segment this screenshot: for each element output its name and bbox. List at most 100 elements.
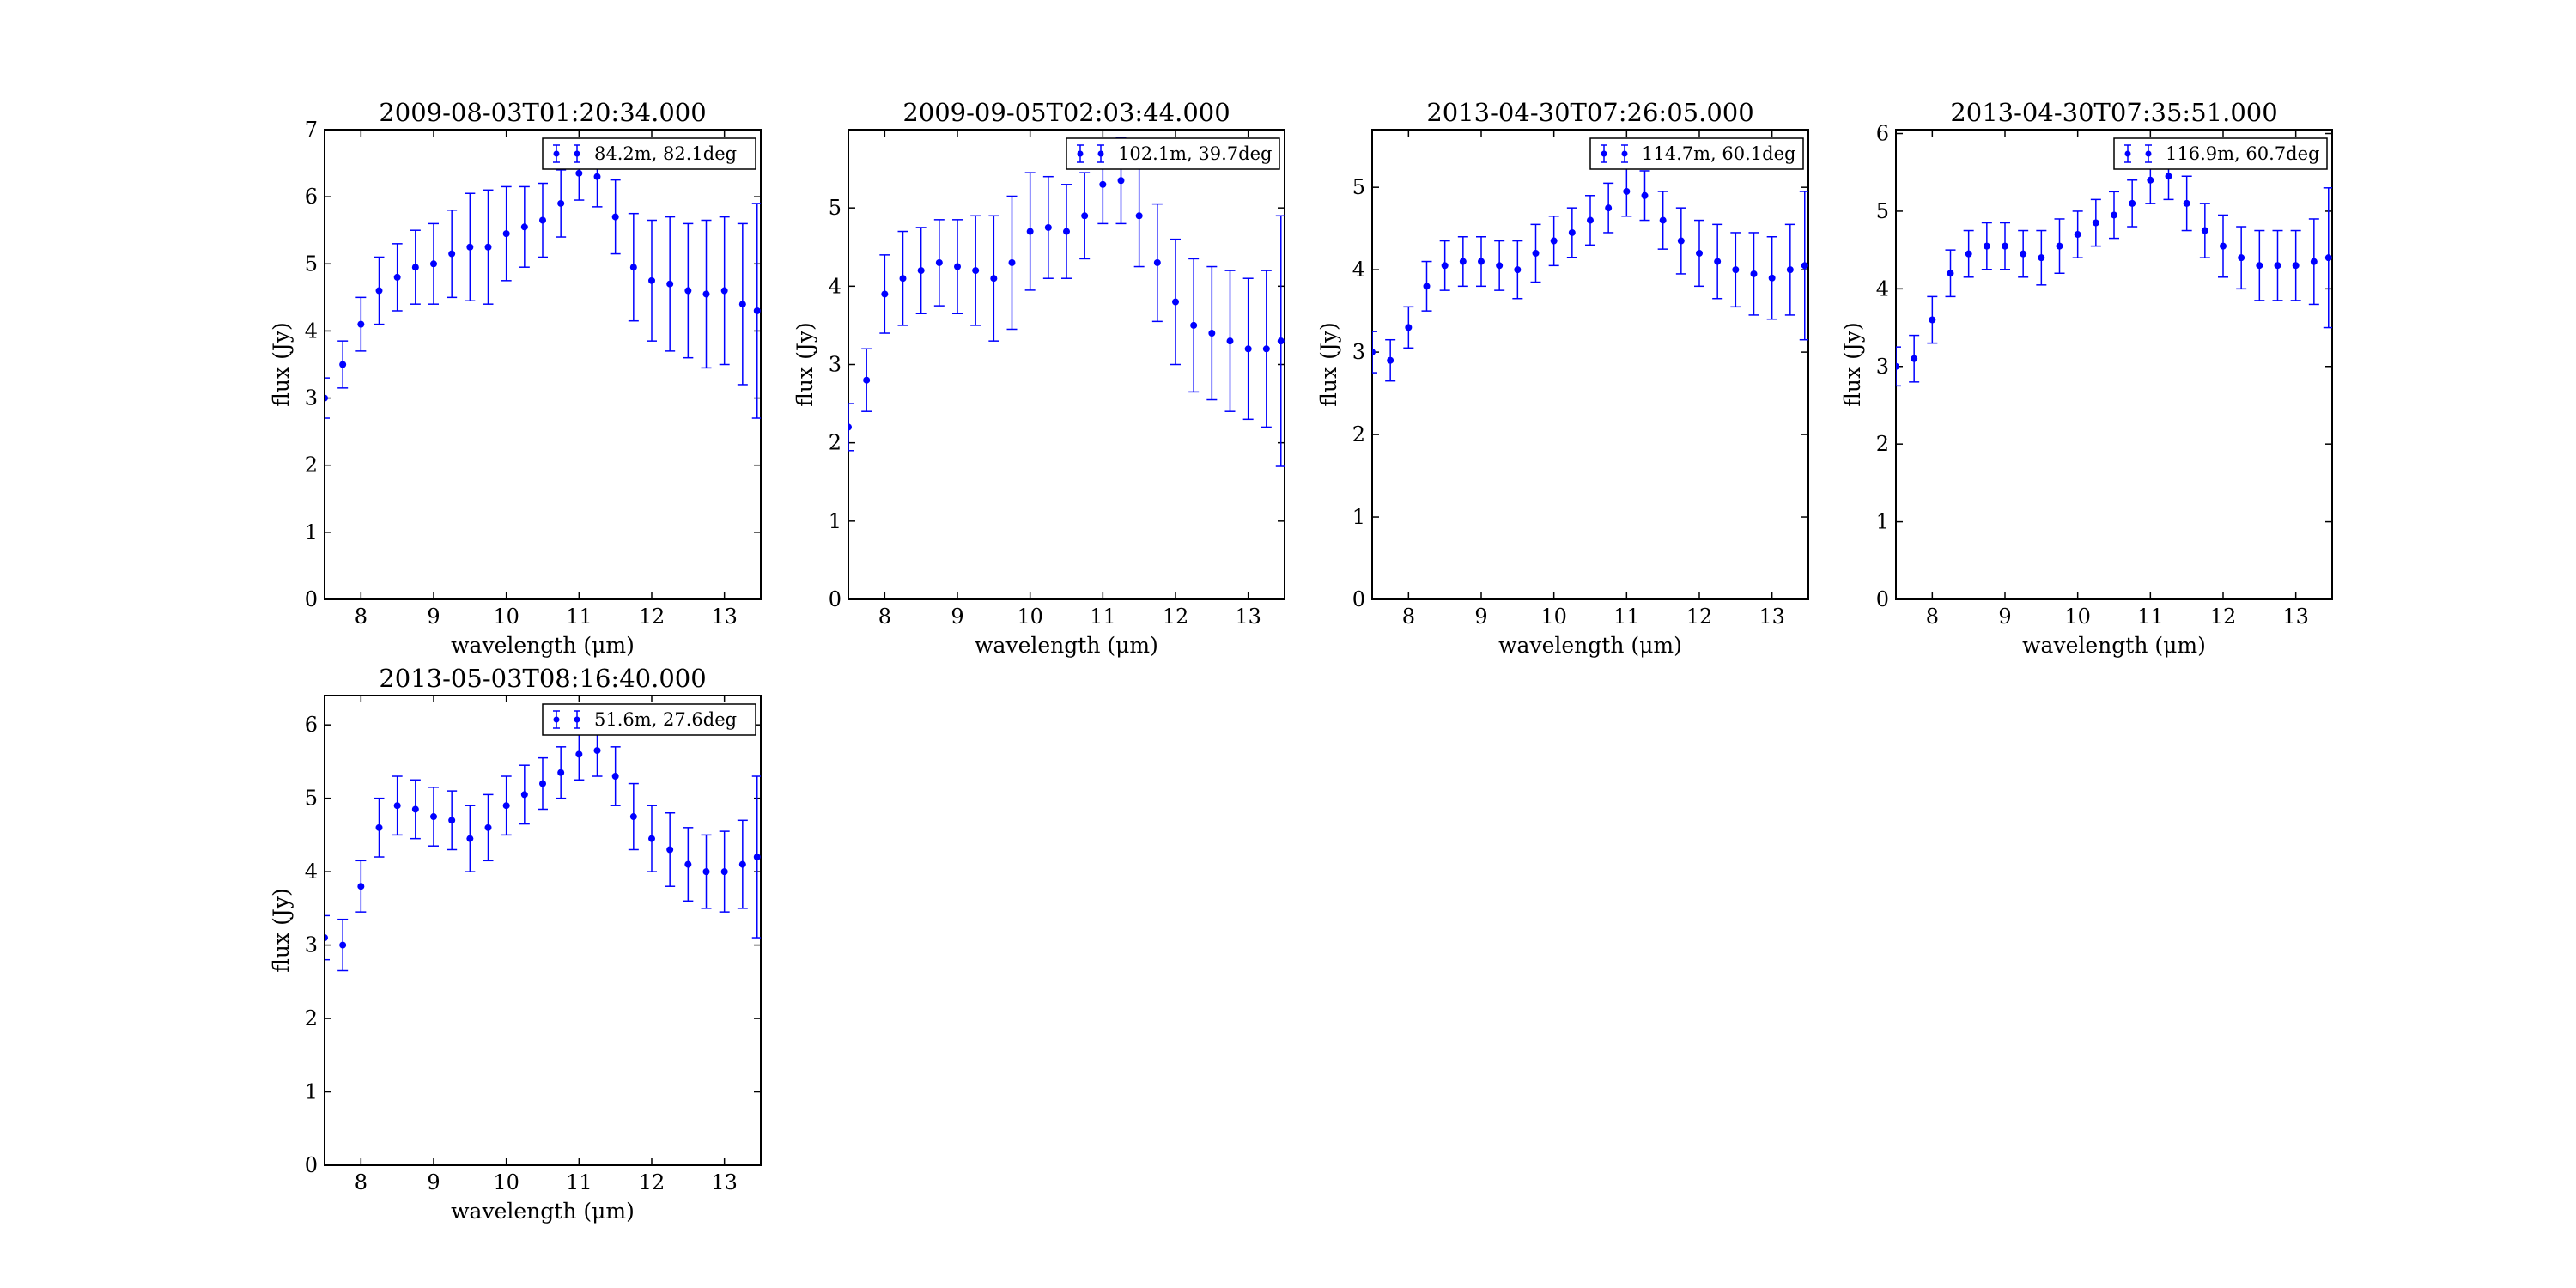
chart-2-xtick-label: 12: [1686, 605, 1713, 629]
chart-2-point: [1372, 349, 1376, 356]
chart-2-title: 2013-04-30T07:26:05.000: [1426, 98, 1753, 127]
chart-3-xlabel: wavelength (μm): [2022, 633, 2206, 658]
chart-0-xtick-label: 11: [566, 605, 592, 629]
chart-4-point: [448, 817, 456, 824]
chart-1-ytick-label: 4: [829, 274, 841, 298]
chart-0-point: [430, 260, 437, 268]
chart-3-point: [2238, 254, 2245, 262]
chart-1-xtick-label: 12: [1163, 605, 1189, 629]
chart-0-point: [629, 264, 637, 271]
chart-3-ytick-label: 2: [1876, 432, 1889, 456]
chart-4-ytick-label: 4: [305, 860, 318, 884]
chart-2-ytick-label: 3: [1352, 340, 1365, 364]
chart-0-point: [720, 287, 728, 295]
chart-4-ytick-label: 5: [305, 787, 318, 811]
chart-2-ylabel: flux (Jy): [1316, 322, 1341, 406]
chart-3-point: [2274, 262, 2281, 270]
chart-1-legend-marker-point: [1097, 150, 1104, 157]
chart-0-point: [738, 301, 746, 308]
chart-4-xtick-label: 12: [639, 1170, 665, 1194]
chart-3-point: [1965, 250, 1972, 258]
chart-4-point: [629, 813, 637, 821]
chart-4-point: [411, 805, 419, 813]
chart-4-xtick-label: 11: [566, 1170, 592, 1194]
chart-0-xlabel: wavelength (μm): [451, 633, 635, 658]
chart-4-point: [720, 868, 728, 876]
chart-0-point: [466, 243, 474, 251]
chart-0-ytick-label: 0: [305, 587, 318, 611]
chart-0-point: [357, 320, 365, 328]
chart-3-point: [2165, 173, 2172, 180]
chart-2-legend-marker-point: [1601, 150, 1607, 157]
chart-0-ytick-label: 2: [305, 453, 318, 477]
chart-1-ylabel: flux (Jy): [793, 322, 817, 406]
chart-4-point: [520, 791, 528, 799]
chart-0-xtick-label: 8: [355, 605, 368, 629]
chart-3-legend-marker-point: [2124, 150, 2131, 157]
chart-1-point: [1226, 337, 1234, 345]
chart-4-point: [666, 846, 674, 854]
chart-1-point: [1153, 258, 1161, 266]
chart-1-point: [881, 290, 889, 298]
chart-1-ytick-label: 2: [829, 431, 841, 455]
chart-2-point: [1786, 266, 1794, 274]
chart-3-title: 2013-04-30T07:35:51.000: [1950, 98, 2277, 127]
chart-0-point: [448, 250, 456, 258]
chart-3-point: [2092, 219, 2099, 227]
chart-2-xtick-label: 10: [1540, 605, 1567, 629]
chart-0-ytick-label: 4: [305, 319, 318, 343]
chart-0-point: [593, 173, 601, 180]
chart-2-point: [1732, 266, 1740, 274]
chart-2-point: [1677, 237, 1685, 245]
chart-0-point: [502, 230, 510, 238]
chart-3-point: [1947, 270, 1954, 277]
chart-4-point: [502, 802, 510, 810]
chart-0-point: [520, 223, 528, 231]
chart-4-point: [702, 868, 710, 876]
chart-2-point: [1514, 266, 1522, 274]
chart-3-point: [2020, 250, 2027, 258]
chart-0-point: [575, 169, 583, 177]
chart-0-point: [325, 394, 328, 402]
chart-1-point: [935, 258, 943, 266]
chart-2-point: [1587, 216, 1594, 224]
chart-3-ytick-label: 5: [1876, 199, 1889, 223]
chart-3-point: [2324, 254, 2332, 262]
chart-4-xlabel: wavelength (μm): [451, 1199, 635, 1224]
chart-0-point: [753, 307, 761, 314]
chart-1-xtick-label: 8: [878, 605, 891, 629]
chart-3-point: [2310, 258, 2318, 265]
chart-4-ytick-label: 0: [305, 1153, 318, 1177]
chart-0-ytick-label: 5: [305, 252, 318, 276]
chart-1-point: [954, 263, 961, 270]
chart-4-point: [593, 747, 601, 755]
chart-1-point: [1044, 223, 1052, 231]
chart-2-xtick-label: 13: [1759, 605, 1785, 629]
chart-0-legend-label: 84.2m, 82.1deg: [594, 143, 737, 164]
chart-3-xtick-label: 10: [2064, 605, 2091, 629]
chart-3-point: [2292, 262, 2300, 270]
chart-3-point: [1929, 316, 1936, 324]
chart-4-point: [575, 750, 583, 758]
chart-3-point: [2111, 211, 2117, 219]
chart-1-legend-label: 102.1m, 39.7deg: [1118, 143, 1272, 164]
chart-4-point: [684, 860, 692, 868]
chart-3-data: [1896, 152, 2332, 387]
chart-2-point: [1696, 249, 1703, 257]
chart-3-legend-label: 116.9m, 60.7deg: [2166, 143, 2319, 164]
chart-4-ytick-label: 2: [305, 1006, 318, 1030]
chart-4-legend-marker-point: [553, 716, 560, 723]
chart-2-legend-label: 114.7m, 60.1deg: [1642, 143, 1795, 164]
chart-0-xtick-label: 9: [427, 605, 440, 629]
chart-4-point: [611, 773, 619, 781]
chart-4-xtick-label: 13: [711, 1170, 738, 1194]
chart-2-legend-marker-point: [1621, 150, 1628, 157]
chart-2-ytick-label: 0: [1352, 587, 1365, 611]
chart-2-point: [1550, 237, 1558, 245]
chart-2-xtick-label: 9: [1474, 605, 1487, 629]
chart-3-point: [1896, 362, 1899, 370]
chart-2-xlabel: wavelength (μm): [1498, 633, 1682, 658]
chart-1-point: [1208, 330, 1216, 337]
